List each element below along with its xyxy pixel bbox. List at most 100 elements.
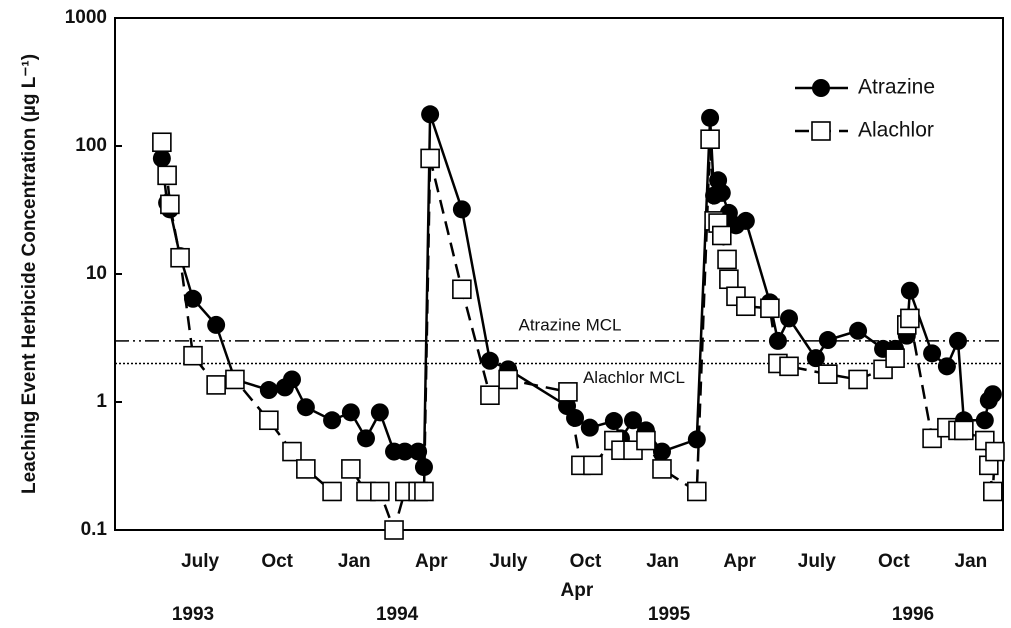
marker xyxy=(687,481,707,502)
x-tick-label: Jan xyxy=(338,551,371,572)
year-label: 1996 xyxy=(892,604,934,625)
marker xyxy=(384,520,404,540)
marker xyxy=(719,269,739,290)
marker xyxy=(480,385,500,406)
x-tick-label: Oct xyxy=(261,551,293,572)
marker xyxy=(414,458,433,477)
y-tick-label: 0.1 xyxy=(81,519,108,540)
marker xyxy=(885,348,905,368)
marker xyxy=(296,459,316,479)
x-tick-label: Apr xyxy=(723,551,756,572)
marker xyxy=(583,455,603,476)
marker xyxy=(604,412,623,431)
marker xyxy=(259,410,279,431)
x-sublabel: Apr xyxy=(561,580,594,601)
x-tick-label: Jan xyxy=(955,551,988,572)
marker xyxy=(701,108,720,127)
marker xyxy=(768,331,787,350)
marker xyxy=(818,331,837,350)
marker xyxy=(152,149,171,168)
marker xyxy=(184,289,203,308)
marker xyxy=(183,345,203,366)
marker xyxy=(498,369,518,390)
marker xyxy=(717,249,737,270)
marker xyxy=(452,200,471,219)
y-tick-label: 1000 xyxy=(65,7,107,28)
marker xyxy=(985,441,1005,462)
marker xyxy=(848,369,868,390)
marker xyxy=(170,247,190,268)
marker xyxy=(779,356,799,377)
marker xyxy=(395,442,414,461)
x-tick-label: Oct xyxy=(570,551,602,572)
marker xyxy=(687,430,706,449)
marker xyxy=(849,321,868,340)
marker xyxy=(152,132,172,153)
marker xyxy=(900,281,919,300)
marker xyxy=(922,428,942,449)
marker xyxy=(624,411,642,430)
marker xyxy=(160,194,180,215)
marker xyxy=(983,385,1002,404)
marker xyxy=(636,430,656,451)
y-tick-label: 10 xyxy=(86,263,107,284)
marker xyxy=(225,369,245,390)
y-tick-label: 100 xyxy=(75,135,107,156)
marker xyxy=(711,225,732,246)
marker xyxy=(282,441,302,462)
marker xyxy=(923,344,942,363)
marker xyxy=(760,298,780,319)
marker xyxy=(341,403,360,422)
marker xyxy=(480,351,499,370)
marker xyxy=(322,481,342,502)
x-tick-label: Apr xyxy=(415,551,448,572)
x-tick-label: Jan xyxy=(646,551,679,572)
marker xyxy=(157,165,177,186)
marker xyxy=(954,420,974,441)
marker xyxy=(700,129,720,150)
year-label: 1995 xyxy=(648,604,691,625)
reference-label: Alachlor MCL xyxy=(583,368,685,387)
year-label: 1994 xyxy=(376,604,419,625)
marker xyxy=(780,309,799,328)
marker xyxy=(206,375,226,395)
marker xyxy=(580,418,599,437)
x-tick-label: Oct xyxy=(878,551,910,572)
reference-label: Atrazine MCL xyxy=(519,315,622,334)
legend-marker xyxy=(811,121,831,141)
legend-marker xyxy=(812,79,830,97)
marker xyxy=(983,481,1003,502)
marker xyxy=(356,429,375,448)
marker xyxy=(414,481,434,502)
year-label: 1993 xyxy=(172,604,214,625)
marker xyxy=(975,411,994,430)
marker xyxy=(296,398,315,417)
marker xyxy=(259,381,278,400)
marker xyxy=(712,183,731,202)
marker xyxy=(652,442,671,461)
marker xyxy=(566,408,585,427)
marker xyxy=(558,382,578,402)
legend-label: Alachlor xyxy=(858,119,934,142)
marker xyxy=(652,459,672,479)
marker xyxy=(948,331,967,350)
marker xyxy=(736,296,756,317)
y-tick-label: 1 xyxy=(96,391,107,412)
marker xyxy=(370,403,389,422)
marker xyxy=(409,442,428,461)
marker xyxy=(900,308,920,329)
marker xyxy=(818,364,838,384)
marker xyxy=(207,315,226,334)
marker xyxy=(806,349,825,368)
marker xyxy=(323,411,342,430)
marker xyxy=(282,370,301,389)
y-axis-label: Leaching Event Herbicide Concentration (… xyxy=(19,54,40,494)
marker xyxy=(452,279,472,300)
x-tick-label: July xyxy=(181,551,219,572)
marker xyxy=(420,148,440,169)
marker xyxy=(937,357,956,376)
marker xyxy=(370,481,390,502)
marker xyxy=(736,211,755,230)
marker xyxy=(421,105,440,124)
